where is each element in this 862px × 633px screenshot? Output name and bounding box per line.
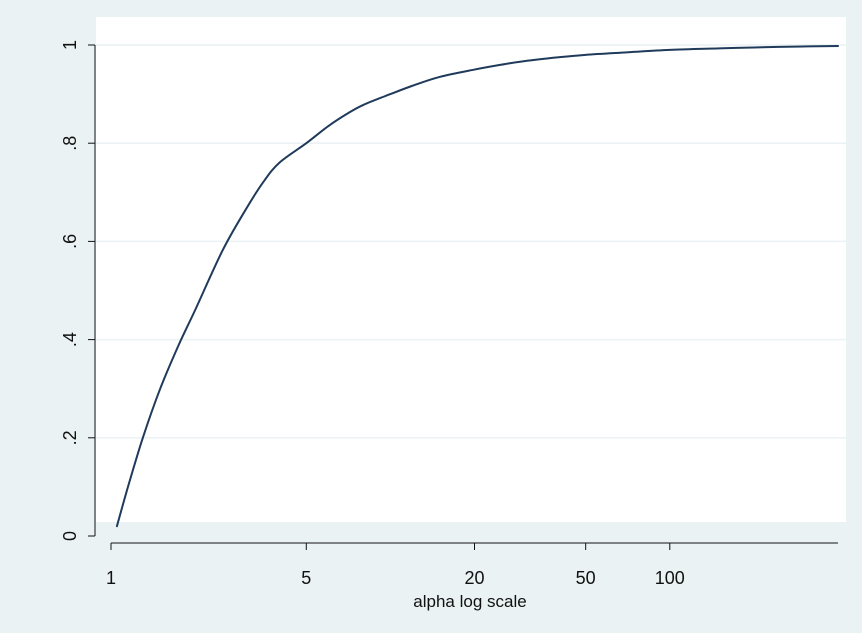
x-axis: 1 5 20 50 100 <box>106 542 838 588</box>
x-axis-title: alpha log scale <box>413 592 526 611</box>
x-tick-label-4: 100 <box>655 568 685 588</box>
y-axis: 0 .2 .4 .6 .8 1 <box>60 40 96 541</box>
y-tick-label-2: .4 <box>60 332 80 347</box>
y-tick-label-4: .8 <box>60 136 80 151</box>
series-layer <box>115 44 839 528</box>
x-tick-label-1: 5 <box>301 568 311 588</box>
series-line-0 <box>115 44 839 528</box>
y-tick-label-5: 1 <box>60 40 80 50</box>
x-tick-label-2: 20 <box>464 568 484 588</box>
plot-area <box>96 17 846 522</box>
x-tick-label-0: 1 <box>106 568 116 588</box>
y-tick-label-0: 0 <box>60 531 80 541</box>
grid-lines <box>96 44 846 537</box>
x-tick-label-3: 50 <box>576 568 596 588</box>
y-tick-label-1: .2 <box>60 430 80 445</box>
y-tick-label-3: .6 <box>60 234 80 249</box>
